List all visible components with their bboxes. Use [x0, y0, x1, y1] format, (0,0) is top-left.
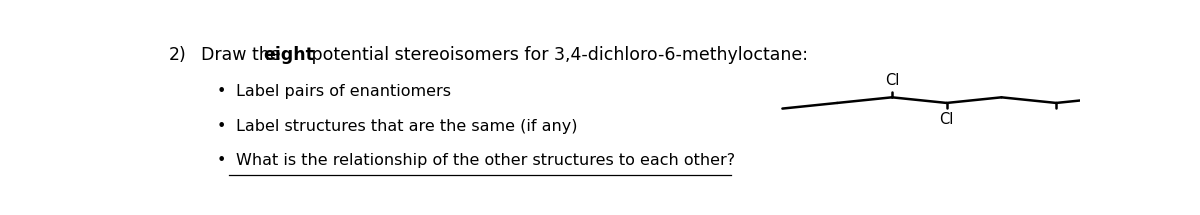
Text: potential stereoisomers for 3,4-dichloro-6-methyloctane:: potential stereoisomers for 3,4-dichloro…: [306, 46, 809, 64]
Text: Label structures that are the same (if any): Label structures that are the same (if a…: [236, 118, 578, 134]
Text: eight: eight: [264, 46, 314, 64]
Text: 2): 2): [168, 46, 186, 64]
Text: •: •: [217, 153, 227, 168]
Text: Cl: Cl: [940, 112, 954, 127]
Text: Draw the: Draw the: [202, 46, 287, 64]
Text: •: •: [217, 118, 227, 134]
Text: What is the relationship of the other structures to each other?: What is the relationship of the other st…: [236, 153, 736, 168]
Text: Cl: Cl: [884, 73, 899, 88]
Text: Label pairs of enantiomers: Label pairs of enantiomers: [236, 84, 451, 99]
Text: •: •: [217, 84, 227, 99]
